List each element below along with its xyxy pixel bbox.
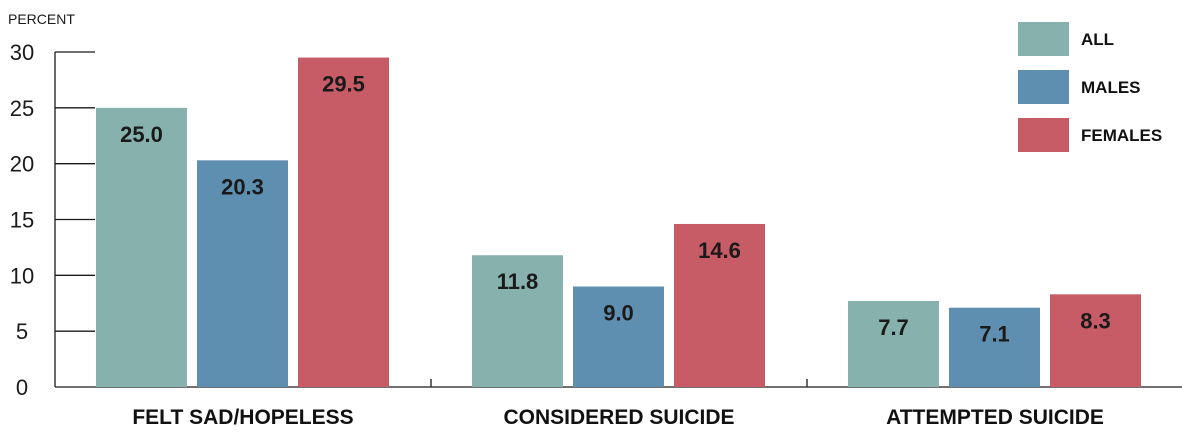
bars [96, 57, 1141, 387]
legend-label: ALL [1081, 30, 1114, 49]
legend-swatch [1018, 70, 1069, 104]
bar [197, 160, 288, 387]
x-category-label: FELT SAD/HOPELESS [132, 406, 353, 429]
legend-swatch [1018, 22, 1069, 56]
legend-label: FEMALES [1081, 126, 1162, 145]
bar-value-label: 25.0 [120, 122, 163, 147]
bar [949, 307, 1040, 387]
bar [674, 223, 765, 387]
y-tick-label: 10 [10, 263, 34, 288]
x-category-label: CONSIDERED SUICIDE [503, 406, 734, 429]
bar [848, 301, 939, 387]
axes: 0 5 10 15 20 25 30 FELT SAD/HOPELESS CONSIDERED … [10, 40, 1182, 429]
x-category-label: ATTEMPTED SUICIDE [886, 406, 1104, 429]
bar [573, 286, 664, 387]
y-tick-label: 20 [10, 152, 34, 177]
bar-value-label: 7.7 [878, 315, 909, 340]
y-unit-label: PERCENT [8, 11, 75, 27]
legend-label: MALES [1081, 78, 1141, 97]
bar-value-label: 9.0 [603, 301, 634, 326]
bar-value-label: 14.6 [698, 238, 741, 263]
value-labels: 25.0 20.3 29.5 11.8 9.0 14.6 7.7 7.1 8.3 [120, 72, 1111, 347]
bar [298, 57, 389, 387]
bar [1050, 294, 1141, 387]
bar [96, 107, 187, 387]
y-tick-label: 15 [10, 208, 34, 233]
y-tick-label: 5 [16, 319, 28, 344]
bar-value-label: 29.5 [322, 72, 365, 97]
y-tick-label: 30 [10, 40, 34, 65]
legend: ALL MALES FEMALES [1018, 22, 1162, 152]
bar [472, 255, 563, 387]
bar-value-label: 8.3 [1080, 308, 1111, 333]
y-tick-label: 0 [16, 375, 28, 400]
bar-value-label: 11.8 [497, 269, 539, 294]
bar-value-label: 7.1 [979, 322, 1010, 347]
bar-value-label: 20.3 [221, 174, 264, 199]
legend-swatch [1018, 118, 1069, 152]
y-tick-label: 25 [10, 96, 34, 121]
